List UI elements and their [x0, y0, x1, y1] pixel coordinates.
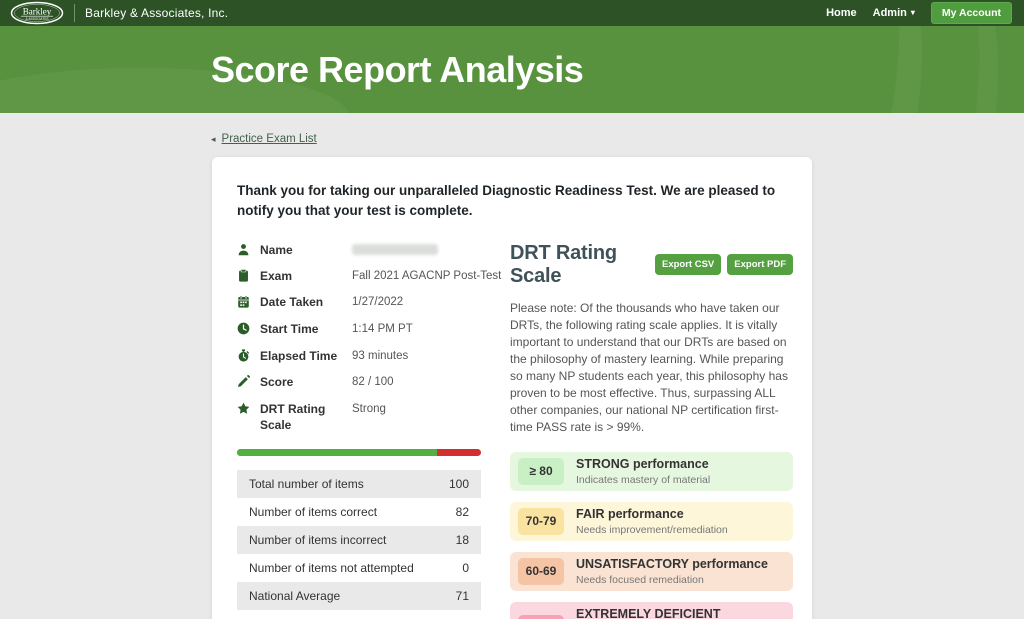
level-title: EXTREMELY DEFICIENT performance	[576, 606, 721, 619]
rating-level-extremely-deficient: ≤ 59 EXTREMELY DEFICIENT performance Nee…	[510, 601, 793, 619]
nav-home-link[interactable]: Home	[826, 7, 857, 19]
detail-value: 1:14 PM PT	[352, 323, 413, 336]
detail-row-score: Score 82 / 100	[237, 374, 481, 391]
detail-label: DRT Rating Scale	[260, 402, 326, 433]
detail-row-start-time: Start Time 1:14 PM PT	[237, 321, 481, 338]
detail-label: Name	[260, 242, 293, 257]
hero-banner: Score Report Analysis	[0, 26, 1024, 113]
svg-text:Barkley: Barkley	[23, 7, 52, 17]
clock-icon	[237, 322, 250, 335]
stat-value: 71	[455, 589, 469, 604]
stat-label: Number of items not attempted	[249, 561, 414, 576]
range-badge: ≥ 80	[518, 457, 564, 485]
table-row: National Average 71	[237, 582, 481, 611]
table-row: Total number of items 100	[237, 470, 481, 499]
user-icon	[237, 243, 250, 256]
rating-level-fair: 70-79 FAIR performance Needs improvement…	[510, 501, 793, 541]
calendar-icon	[237, 295, 250, 308]
rating-scale-heading: DRT Rating Scale	[510, 241, 617, 287]
detail-label: Start Time	[260, 322, 319, 337]
score-progress-bar	[237, 449, 481, 457]
range-badge: 70-79	[518, 507, 564, 535]
rating-level-strong: ≥ 80 STRONG performance Indicates master…	[510, 451, 793, 491]
rating-level-unsatisfactory: 60-69 UNSATISFACTORY performance Needs f…	[510, 551, 793, 591]
detail-value: 82 / 100	[352, 376, 394, 389]
rating-scale-column: DRT Rating Scale Export CSV Export PDF P…	[510, 242, 793, 619]
back-arrow-icon: ◂	[211, 133, 216, 144]
redacted-name-value	[352, 243, 438, 255]
export-pdf-button[interactable]: Export PDF	[727, 254, 793, 275]
pencil-icon	[237, 375, 250, 388]
stat-value: 82	[455, 505, 469, 520]
detail-value: Strong	[352, 403, 386, 416]
intro-text: Thank you for taking our unparalleled Di…	[237, 183, 776, 219]
stopwatch-icon	[237, 349, 250, 362]
detail-row-date-taken: Date Taken 1/27/2022	[237, 294, 481, 311]
stat-label: Total number of items	[249, 477, 364, 492]
level-subtitle: Needs focused remediation	[576, 573, 704, 586]
rating-scale-note: Please note: Of the thousands who have t…	[510, 300, 788, 434]
rating-scale-header: DRT Rating Scale Export CSV Export PDF	[510, 242, 793, 288]
detail-value: 1/27/2022	[352, 296, 404, 309]
detail-label: Elapsed Time	[260, 348, 338, 363]
detail-label: Date Taken	[260, 295, 324, 310]
stat-label: Number of items incorrect	[249, 533, 387, 548]
exam-details-column: Name Exam Fall 2021 AGACNP Post-Test Dat…	[237, 242, 501, 619]
svg-text:& ASSOCIATES: & ASSOCIATES	[26, 17, 49, 21]
barkley-logo-icon: Barkley & ASSOCIATES	[10, 1, 64, 25]
table-row: Number of items correct 82	[237, 498, 481, 526]
table-row: Number of items incorrect 18	[237, 526, 481, 555]
table-row: Number of items not attempted 0	[237, 554, 481, 582]
detail-row-exam: Exam Fall 2021 AGACNP Post-Test	[237, 268, 501, 285]
detail-row-drt-rating: DRT Rating Scale Strong	[237, 401, 481, 433]
nav-admin-label: Admin	[872, 7, 907, 19]
level-title: UNSATISFACTORY performance	[576, 556, 768, 571]
detail-label: Score	[260, 375, 294, 390]
barkley-logo[interactable]: Barkley & ASSOCIATES	[10, 1, 64, 25]
detail-value: 93 minutes	[352, 349, 409, 362]
practice-exam-list-link[interactable]: Practice Exam List	[221, 133, 317, 145]
stat-label: Number of items correct	[249, 505, 378, 520]
range-badge: ≤ 59	[518, 615, 564, 619]
stat-value: 18	[455, 533, 469, 548]
brand-name: Barkley & Associates, Inc.	[85, 6, 229, 20]
level-subtitle: Indicates mastery of material	[576, 473, 711, 486]
navbar-divider	[74, 4, 75, 22]
level-subtitle: Needs improvement/remediation	[576, 523, 728, 536]
score-report-card: Thank you for taking our unparalleled Di…	[212, 157, 812, 619]
detail-row-name: Name	[237, 242, 481, 258]
page-title: Score Report Analysis	[211, 48, 584, 90]
level-title: FAIR performance	[576, 506, 684, 521]
export-csv-button[interactable]: Export CSV	[655, 254, 722, 275]
range-badge: 60-69	[518, 557, 564, 585]
top-navbar: Barkley & ASSOCIATES Barkley & Associate…	[0, 0, 1024, 26]
stat-label: National Average	[249, 589, 341, 604]
chevron-down-icon: ▾	[910, 8, 915, 17]
breadcrumb: ◂ Practice Exam List	[211, 133, 1024, 145]
progress-correct-segment	[237, 449, 438, 457]
detail-label: Exam	[260, 268, 293, 283]
stats-table: Total number of items 100 Number of item…	[237, 470, 481, 611]
level-title: STRONG performance	[576, 456, 709, 471]
stat-value: 0	[462, 561, 469, 576]
star-icon	[237, 402, 250, 415]
nav-admin-dropdown[interactable]: Admin ▾	[873, 7, 915, 19]
detail-value: Fall 2021 AGACNP Post-Test	[352, 269, 502, 282]
detail-row-elapsed-time: Elapsed Time 93 minutes	[237, 348, 481, 365]
clipboard-icon	[237, 268, 250, 282]
my-account-button[interactable]: My Account	[930, 2, 1012, 24]
stat-value: 100	[448, 477, 469, 492]
